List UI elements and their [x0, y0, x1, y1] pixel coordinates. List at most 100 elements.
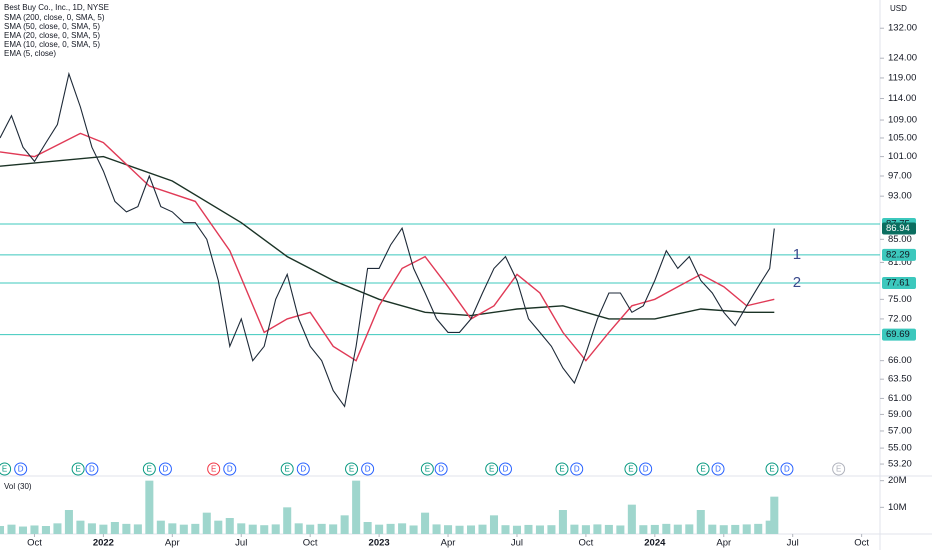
level-label: 77.61 [886, 277, 910, 288]
annotation: 2 [793, 274, 801, 291]
event-label: E [628, 465, 633, 474]
event-marker [0, 462, 12, 476]
volume-bar [317, 523, 326, 534]
volume-bar [558, 510, 567, 534]
event-marker [780, 462, 794, 476]
volume-bar [570, 524, 579, 534]
event-marker [624, 462, 638, 476]
volume-bar [501, 525, 510, 534]
volume-bar [535, 525, 544, 534]
event-marker [71, 462, 85, 476]
legend-entry: EMA (20, close, 0, SMA, 5) [4, 31, 100, 40]
volume-bar [340, 515, 349, 534]
event-marker [361, 462, 375, 476]
x-tick-label: Oct [303, 538, 318, 549]
event-label: D [300, 465, 306, 474]
event-marker [420, 462, 434, 476]
y-tick-label: 75.00 [888, 294, 912, 305]
volume-bar [409, 525, 418, 534]
series-line [0, 155, 775, 320]
volume-bar [202, 512, 211, 534]
x-tick-label: Apr [165, 538, 180, 549]
event-label: E [285, 465, 290, 474]
volume-bar [524, 524, 533, 534]
volume-bar [271, 524, 280, 534]
volume-bar [7, 524, 16, 534]
volume-bar [214, 520, 223, 534]
event-marker [711, 462, 725, 476]
volume-bar [673, 524, 682, 534]
level-label-box [882, 328, 916, 341]
event-marker [207, 462, 221, 476]
volume-bar [662, 523, 671, 534]
price-line [0, 71, 775, 408]
event-marker [280, 462, 294, 476]
volume-bar [639, 525, 648, 534]
volume-bar [432, 524, 441, 534]
event-label: D [715, 465, 721, 474]
event-label: D [784, 465, 790, 474]
event-label: E [700, 465, 705, 474]
event-label: D [365, 465, 371, 474]
y-tick-label: 55.00 [888, 443, 912, 454]
event-marker [498, 462, 512, 476]
volume-bar [770, 496, 779, 534]
event-label: D [503, 465, 509, 474]
volume-bar [99, 524, 108, 534]
event-marker [570, 462, 584, 476]
volume-bar [179, 524, 188, 534]
volume-bar [478, 524, 487, 534]
legend-entry: SMA (200, close, 0, SMA, 5) [4, 13, 105, 22]
x-tick-label: 2023 [369, 538, 390, 549]
annotation: 1 [793, 246, 801, 263]
event-marker [296, 462, 310, 476]
last-price-box [882, 222, 916, 235]
volume-bar [627, 504, 636, 534]
event-label: E [425, 465, 430, 474]
y-tick-label: 97.00 [888, 170, 912, 181]
event-label: E [349, 465, 354, 474]
y-tick-label: 114.00 [888, 93, 916, 104]
volume-bar [133, 524, 142, 534]
chart-title: Best Buy Co., Inc., 1D, NYSE [4, 3, 109, 12]
volume-bar [352, 480, 361, 534]
volume-bar [248, 524, 257, 534]
event-marker [85, 462, 99, 476]
y-tick-label: 63.50 [888, 374, 912, 385]
volume-bar [512, 525, 521, 534]
y-tick-label: 109.00 [888, 115, 917, 126]
volume-tick-label: 20M [888, 475, 907, 486]
volume-bar [363, 522, 372, 534]
event-marker [434, 462, 448, 476]
y-tick-label: 132.00 [888, 23, 917, 34]
event-marker [696, 462, 710, 476]
x-tick-label: Oct [27, 538, 42, 549]
volume-bar [421, 512, 430, 534]
legend-entry: EMA (10, close, 0, SMA, 5) [4, 40, 100, 49]
level-label: 82.29 [886, 249, 910, 260]
y-tick-label: 101.00 [888, 151, 917, 162]
volume-bar [168, 523, 177, 534]
volume-bar [696, 510, 705, 534]
volume-bar [731, 524, 740, 534]
y-tick-label: 59.00 [888, 409, 912, 420]
volume-bar [294, 523, 303, 534]
volume-bar [0, 526, 5, 534]
event-label: D [574, 465, 580, 474]
y-tick-label: 105.00 [888, 132, 917, 143]
volume-bar [87, 523, 96, 534]
event-label: D [18, 465, 24, 474]
event-label: E [836, 465, 841, 474]
volume-bar [444, 525, 453, 534]
event-marker [832, 462, 846, 476]
volume-bar [386, 523, 395, 534]
event-label: E [2, 465, 7, 474]
volume-bar [742, 524, 751, 534]
x-tick-label: Jul [787, 538, 799, 549]
event-label: D [643, 465, 649, 474]
x-tick-label: Apr [716, 538, 731, 549]
event-label: E [559, 465, 564, 474]
last-price-label: 86.94 [886, 223, 910, 234]
volume-bar [122, 523, 131, 534]
y-tick-label: 66.00 [888, 355, 912, 366]
